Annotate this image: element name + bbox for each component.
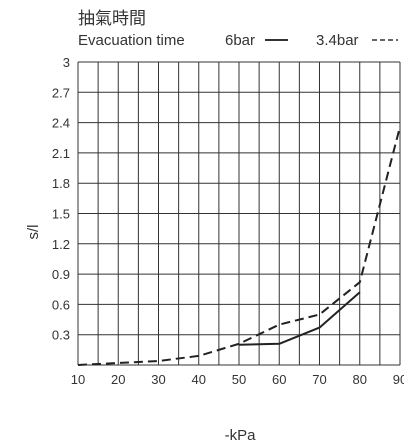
y-tick-label: 0.6	[52, 297, 70, 312]
x-tick-label: 60	[272, 372, 286, 387]
x-tick-label: 80	[353, 372, 367, 387]
legend-label-3-4bar: 3.4bar	[316, 32, 359, 49]
x-tick-label: 70	[312, 372, 326, 387]
legend-label-6bar: 6bar	[225, 32, 255, 49]
x-axis-ticks: 10 20 30 40 50 60 70 80 90	[71, 372, 404, 387]
x-tick-label: 50	[232, 372, 246, 387]
y-tick-label: 0.3	[52, 328, 70, 343]
x-axis-label: -kPa	[225, 427, 257, 444]
y-tick-label: 3	[63, 55, 70, 70]
y-tick-label: 2.1	[52, 146, 70, 161]
series-line-3-4bar	[77, 126, 401, 366]
y-tick-label: 1.2	[52, 237, 70, 252]
x-tick-label: 90	[393, 372, 404, 387]
chart-subtitle: Evacuation time	[78, 32, 185, 49]
x-tick-label: 30	[151, 372, 165, 387]
series-lines	[77, 126, 401, 366]
grid	[77, 61, 401, 366]
chart-title: 抽氣時間	[78, 9, 146, 28]
y-tick-label: 2.7	[52, 85, 70, 100]
series-line-6bar	[238, 291, 361, 346]
y-tick-label: 1.8	[52, 176, 70, 191]
y-tick-label: 0.9	[52, 267, 70, 282]
y-axis-label: s/l	[25, 225, 42, 240]
x-tick-label: 40	[192, 372, 206, 387]
y-tick-label: 1.5	[52, 207, 70, 222]
legend: 6bar 3.4bar	[225, 32, 398, 49]
y-axis-ticks: 0.3 0.6 0.9 1.2 1.5 1.8 2.1 2.4 2.7 3	[52, 55, 70, 343]
x-tick-label: 10	[71, 372, 85, 387]
x-tick-label: 20	[111, 372, 125, 387]
y-tick-label: 2.4	[52, 116, 70, 131]
